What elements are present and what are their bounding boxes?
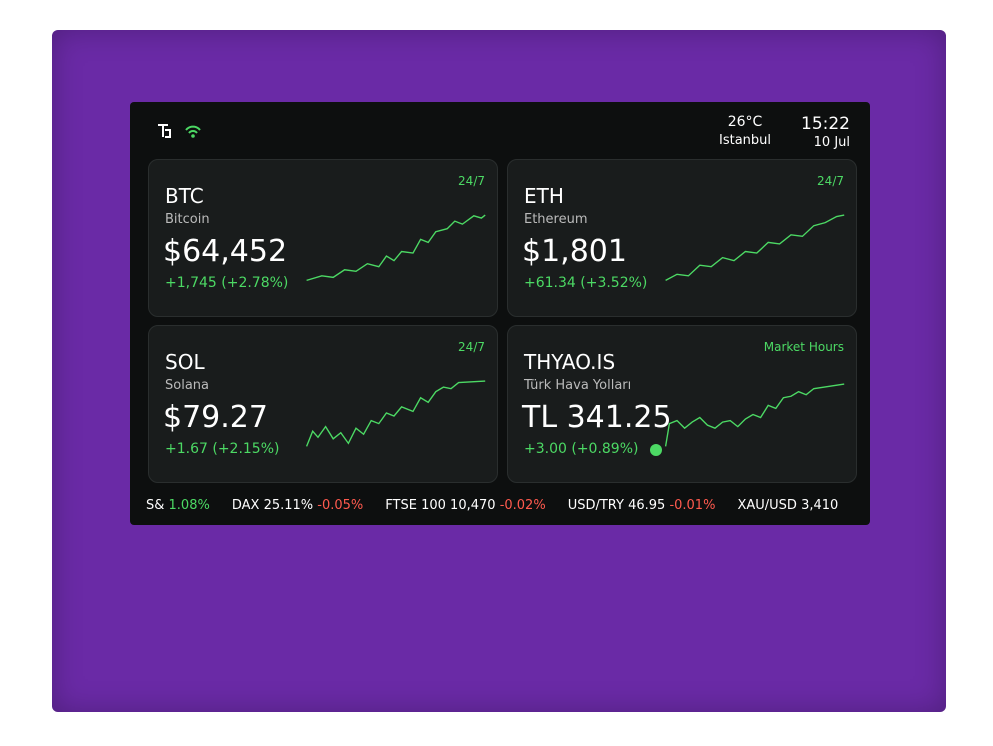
sparkline [664, 383, 845, 447]
ticker-name: FTSE 100 [385, 498, 446, 513]
ticker-card: THYAO.IS Türk Hava Yolları TL 341.25 +3.00 … [507, 325, 857, 483]
trading-badge: 24/7 [458, 174, 485, 188]
price-change: +61.34 (+3.52%) [524, 275, 648, 291]
asset-name: Türk Hava Yolları [524, 378, 632, 393]
asset-name: Ethereum [524, 212, 588, 227]
temperature: 26°C [727, 114, 763, 130]
ticker-name: XAU/USD [737, 498, 797, 513]
asset-name: Bitcoin [165, 212, 210, 227]
sparkline [665, 214, 845, 282]
ticker-value: 10,470 [450, 498, 496, 513]
ticker-change: -0.01% [669, 498, 716, 513]
ticker-change: -0.02% [499, 498, 546, 513]
price-change: +3.00 (+0.89%) [524, 441, 639, 457]
ticker-card: SOL Solana $79.27 +1.67 (+2.15%) 24/7 [148, 325, 498, 483]
ticker-value: 46.95 [628, 498, 666, 513]
price: $79.27 [163, 400, 268, 435]
ticker-value: 25.11% [263, 498, 314, 513]
ticker-item: S& 1.08% [146, 498, 210, 513]
time: 15:22 [801, 114, 850, 134]
asset-name: Solana [165, 378, 209, 393]
ticker-item: XAU/USD 3,410 [737, 498, 838, 513]
symbol: THYAO.IS [524, 350, 616, 374]
status-icons [158, 124, 201, 138]
symbol: SOL [165, 350, 205, 374]
trading-badge: 24/7 [458, 340, 485, 354]
ticker-card: BTC Bitcoin $64,452 +1,745 (+2.78%) 24/7 [148, 159, 498, 317]
price-change: +1,745 (+2.78%) [165, 275, 289, 291]
ticker-item: USD/TRY 46.95 -0.01% [568, 498, 716, 513]
ticker-item: DAX 25.11% -0.05% [232, 498, 363, 513]
ticker: S& 1.08% DAX 25.11% -0.05% FTSE 100 10,470… [146, 498, 838, 513]
date: 10 Jul [813, 135, 850, 150]
market-open-dot [650, 444, 662, 456]
city: Istanbul [718, 133, 771, 148]
ticker-card: ETH Ethereum $1,801 +61.34 (+3.52%) 24/7 [507, 159, 857, 317]
ticker-name: DAX [231, 498, 260, 513]
price: $64,452 [163, 234, 288, 269]
sparkline [305, 380, 486, 447]
ticker-name: USD/TRY [567, 498, 624, 513]
symbol: BTC [165, 184, 204, 208]
screen: 26°C Istanbul 15:22 10 Jul BTC Bitcoin $64… [130, 102, 870, 525]
ticker-name: S& [146, 498, 165, 513]
sparkline [306, 214, 486, 282]
ticker-item: FTSE 100 10,470 -0.02% [385, 498, 545, 513]
price-change: +1.67 (+2.15%) [165, 441, 280, 457]
trading-badge: Market Hours [763, 340, 844, 354]
ticker-change: -0.05% [317, 498, 364, 513]
symbol: ETH [524, 184, 564, 208]
trading-badge: 24/7 [817, 174, 844, 188]
ticker-value: 3,410 [801, 498, 839, 513]
price: $1,801 [522, 234, 627, 269]
ticker-change: 1.08% [168, 498, 210, 513]
price: TL 341.25 [522, 400, 672, 435]
